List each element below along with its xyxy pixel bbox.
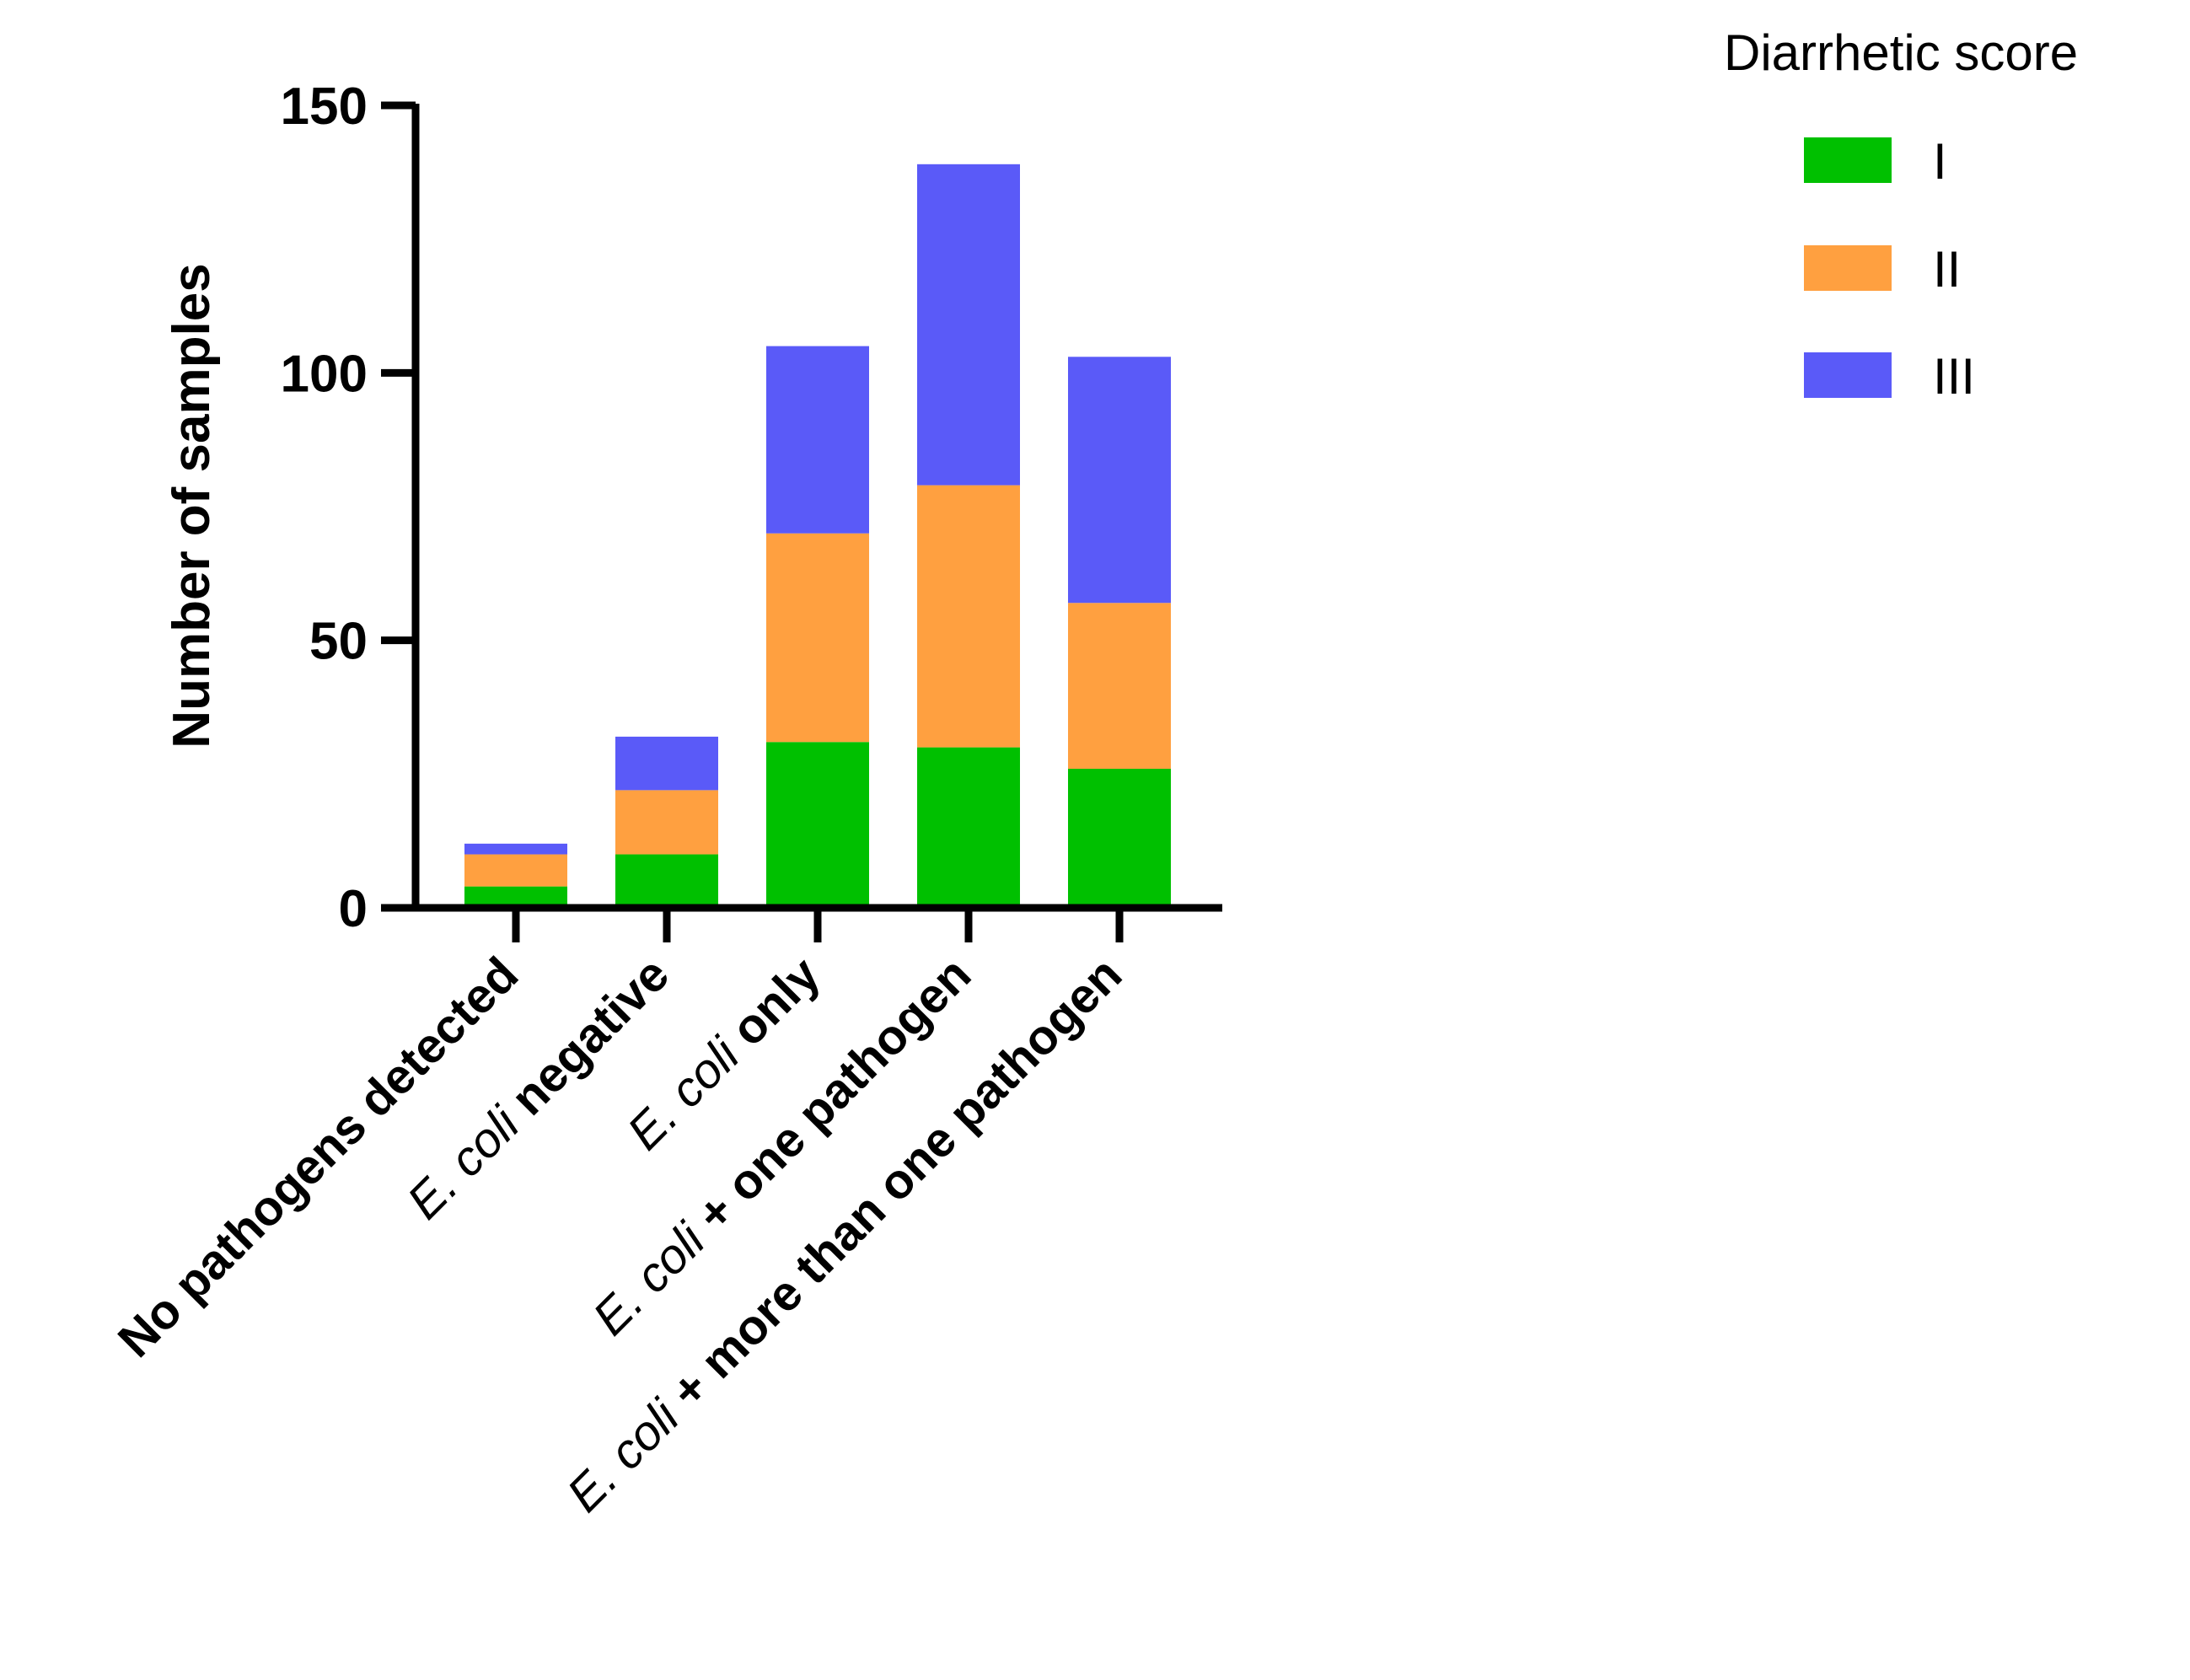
legend-swatch-III bbox=[1804, 352, 1892, 398]
bar-2-series-II bbox=[615, 790, 718, 855]
bar-5-series-III bbox=[1068, 357, 1171, 604]
x-tick-label-5: E. coli + more than one pathogen bbox=[556, 947, 1132, 1522]
legend-title: Diarrhetic score bbox=[1724, 24, 2078, 81]
legend-label-III: III bbox=[1933, 348, 1975, 405]
bar-1-series-III bbox=[464, 843, 567, 855]
bar-5-series-I bbox=[1068, 768, 1171, 908]
bar-1-series-II bbox=[464, 854, 567, 887]
bar-2-series-I bbox=[615, 854, 718, 908]
legend-swatch-II bbox=[1804, 245, 1892, 291]
x-tick-label-2: E. coli negative bbox=[397, 947, 679, 1229]
bar-4-series-III bbox=[917, 164, 1020, 486]
y-ticks-group: 0 50 100 150 bbox=[281, 78, 416, 938]
legend-label-II: II bbox=[1933, 241, 1961, 298]
legend-swatch-I bbox=[1804, 137, 1892, 183]
y-tick-label-100: 100 bbox=[281, 345, 368, 403]
y-tick-label-0: 0 bbox=[339, 880, 368, 938]
bar-4-series-I bbox=[917, 747, 1020, 908]
y-tick-label-150: 150 bbox=[281, 78, 368, 136]
bar-5-series-II bbox=[1068, 603, 1171, 769]
y-tick-label-50: 50 bbox=[309, 613, 368, 671]
bar-2-series-III bbox=[615, 736, 718, 791]
bars-group bbox=[464, 164, 1171, 908]
legend-label-I: I bbox=[1933, 133, 1947, 190]
bar-4-series-II bbox=[917, 485, 1020, 748]
y-axis-title: Number of samples bbox=[163, 263, 221, 748]
bar-3-series-I bbox=[766, 742, 869, 908]
bar-3-series-II bbox=[766, 533, 869, 743]
bar-3-series-III bbox=[766, 346, 869, 534]
